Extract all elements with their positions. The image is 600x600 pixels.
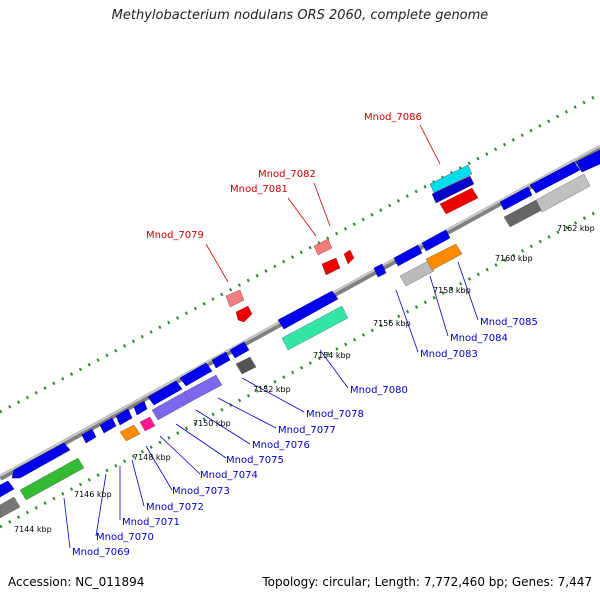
scale-tick: 7144 kbp: [14, 525, 52, 534]
red-feature[interactable]: [439, 187, 479, 215]
red-feature[interactable]: [235, 305, 253, 323]
gene-label[interactable]: Mnod_7083: [420, 349, 478, 360]
scale-tick: 7156 kbp: [373, 319, 411, 328]
gene-arrow[interactable]: [499, 186, 533, 211]
gene-arrow[interactable]: [81, 428, 97, 444]
inner-track-boxes: [0, 173, 591, 519]
orange-feature[interactable]: [425, 243, 463, 271]
gene-label[interactable]: Mnod_7084: [450, 333, 508, 344]
gene-label[interactable]: Mnod_7082: [258, 169, 316, 180]
gene-label[interactable]: Mnod_7076: [252, 440, 310, 451]
grey-feature[interactable]: [0, 496, 21, 519]
gene-label[interactable]: Mnod_7085: [480, 317, 538, 328]
top-gene-labels: Mnod_7079 Mnod_7081 Mnod_7082 Mnod_7086: [146, 112, 422, 241]
gene-label[interactable]: Mnod_7079: [146, 230, 204, 241]
red-feature[interactable]: [321, 257, 341, 276]
gene-arrow[interactable]: [229, 341, 250, 359]
pink-feature[interactable]: [139, 416, 156, 432]
grey-feature[interactable]: [235, 356, 257, 375]
gene-arrow[interactable]: [11, 442, 71, 479]
outer-track-features: [225, 164, 479, 323]
gene-arrow[interactable]: [373, 263, 387, 278]
outer-dotted-track: [0, 92, 600, 414]
pink-feature[interactable]: [313, 238, 333, 256]
scale-tick: 7148 kbp: [133, 453, 171, 462]
gene-arrow[interactable]: [211, 351, 231, 369]
scale-tick: 7152 kbp: [253, 385, 291, 394]
gene-arrow[interactable]: [575, 149, 600, 173]
gene-label[interactable]: Mnod_7080: [350, 385, 408, 396]
bottom-gene-labels: Mnod_7069 Mnod_7070 Mnod_7071 Mnod_7072 …: [72, 317, 538, 558]
scale-tick: 7162 kbp: [557, 224, 595, 233]
gene-arrow[interactable]: [0, 480, 15, 498]
light-grey-feature[interactable]: [399, 260, 435, 287]
scale-tick-labels: 7144 kbp 7146 kbp 7148 kbp 7150 kbp 7152…: [14, 224, 595, 534]
gene-label[interactable]: Mnod_7071: [122, 517, 180, 528]
green-feature[interactable]: [19, 457, 85, 501]
gene-arrow[interactable]: [277, 290, 339, 330]
gene-label[interactable]: Mnod_7075: [226, 455, 284, 466]
pink-feature[interactable]: [225, 289, 245, 308]
gene-label[interactable]: Mnod_7081: [230, 184, 288, 195]
gene-arrow[interactable]: [421, 229, 451, 252]
topology-text: Topology: circular; Length: 7,772,460 bp…: [262, 575, 592, 589]
blue-feature[interactable]: [431, 175, 475, 204]
violet-feature[interactable]: [183, 374, 223, 403]
backbone-genes: [0, 149, 600, 498]
gene-arrow[interactable]: [147, 380, 183, 406]
gene-arrow[interactable]: [99, 417, 117, 434]
gene-label[interactable]: Mnod_7072: [146, 502, 204, 513]
scale-tick: 7150 kbp: [193, 419, 231, 428]
scale-tick: 7158 kbp: [433, 286, 471, 295]
gene-label[interactable]: Mnod_7074: [200, 470, 258, 481]
gene-label[interactable]: Mnod_7077: [278, 425, 336, 436]
orange-feature[interactable]: [119, 424, 141, 442]
gene-arrow[interactable]: [529, 161, 581, 194]
map-title: Methylobacterium nodulans ORS 2060, comp…: [111, 8, 489, 23]
gene-label[interactable]: Mnod_7070: [96, 532, 154, 543]
bottom-callout-lines: [63, 261, 479, 549]
scale-tick: 7154 kbp: [313, 351, 351, 360]
red-feature[interactable]: [343, 249, 355, 265]
gene-label[interactable]: Mnod_7073: [172, 486, 230, 497]
top-callout-lines: [205, 124, 441, 283]
gene-label[interactable]: Mnod_7078: [306, 409, 364, 420]
gene-label[interactable]: Mnod_7069: [72, 547, 130, 558]
light-grey-feature[interactable]: [535, 173, 591, 213]
gene-arrow[interactable]: [179, 362, 213, 387]
gene-arrow[interactable]: [115, 408, 133, 426]
gene-arrow[interactable]: [133, 400, 148, 416]
teal-feature[interactable]: [281, 305, 349, 351]
cyan-feature[interactable]: [429, 164, 473, 194]
gene-arrow[interactable]: [393, 244, 423, 267]
scale-tick: 7146 kbp: [74, 490, 112, 499]
accession-text: Accession: NC_011894: [8, 575, 145, 589]
scale-tick: 7160 kbp: [495, 254, 533, 263]
gene-label[interactable]: Mnod_7086: [364, 112, 422, 123]
